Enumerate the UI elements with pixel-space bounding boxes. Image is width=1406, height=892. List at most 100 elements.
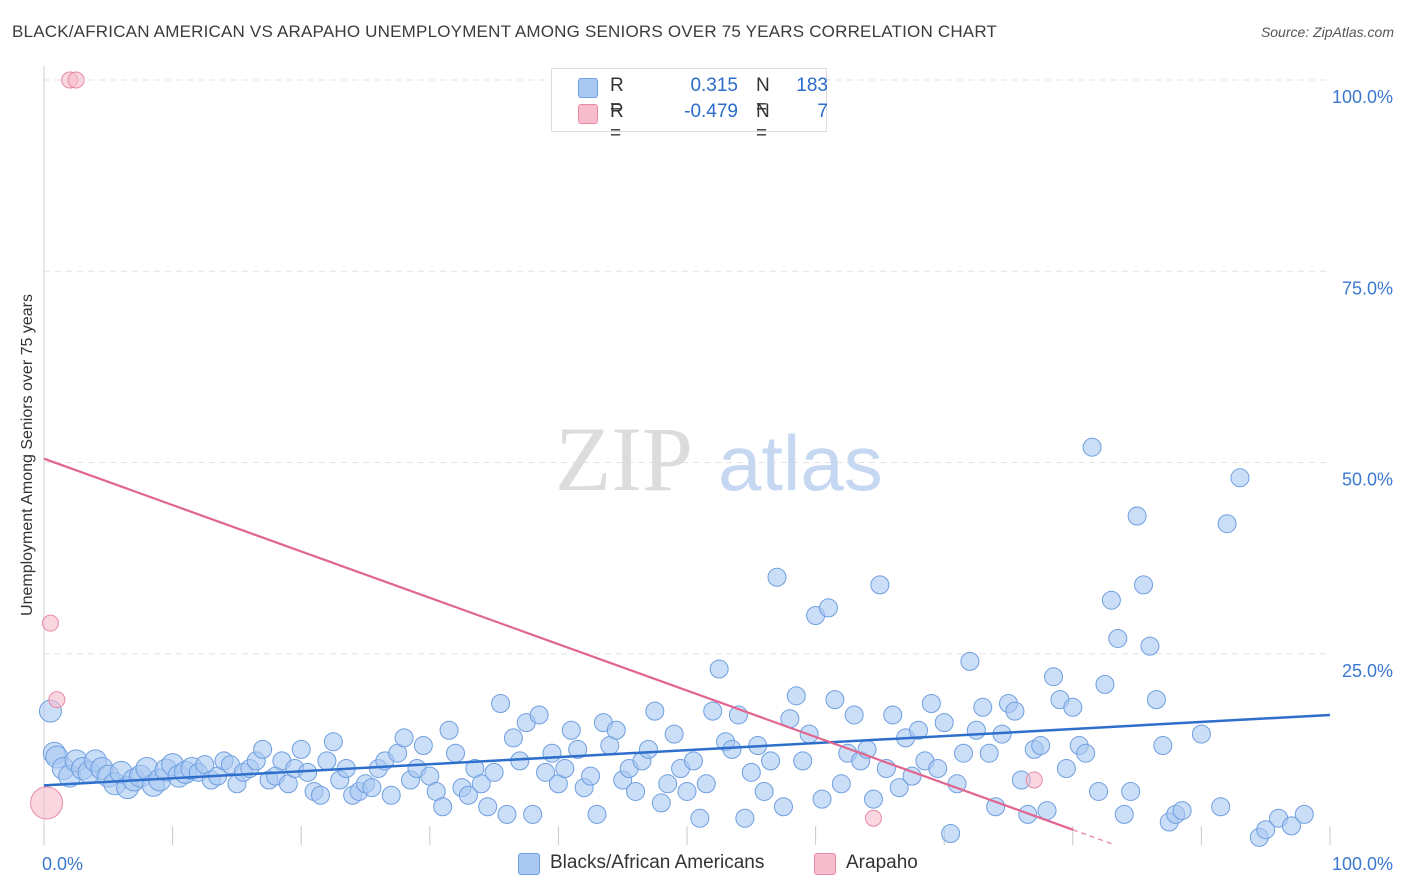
bottom-legend-label-pink: Arapaho [846, 852, 918, 873]
data-point-blue [1172, 801, 1192, 821]
data-point-blue [973, 697, 993, 717]
watermark-atlas: atlas [718, 419, 883, 507]
data-point-blue [812, 789, 832, 809]
data-point-blue [761, 751, 781, 771]
data-point-blue [491, 693, 511, 713]
legend-r-label: R = [610, 101, 624, 144]
x-tick-label: 0.0% [42, 854, 83, 874]
data-point-blue [1063, 697, 1083, 717]
data-point-blue [439, 720, 459, 740]
y-axis-label: Unemployment Among Seniors over 75 years [19, 294, 36, 616]
data-point-blue [1121, 781, 1141, 801]
data-point-blue [323, 732, 343, 752]
data-point-blue [793, 751, 813, 771]
data-point-blue [1108, 628, 1128, 648]
y-tick-label: 25.0% [1342, 661, 1393, 681]
legend-r-value: -0.479 [684, 101, 738, 122]
legend-r-value: 0.315 [690, 75, 738, 96]
trend-line-blue [43, 713, 1331, 787]
tick-labels: 25.0% 50.0% 75.0% 100.0% 0.0% 100.0% [42, 87, 1393, 874]
data-point-blue [1127, 506, 1147, 526]
data-point-blue [561, 720, 581, 740]
data-point-blue [1230, 468, 1250, 488]
data-point-blue [542, 743, 562, 763]
data-point-blue [587, 804, 607, 824]
data-point-blue [1037, 801, 1057, 821]
data-point-pink [67, 71, 85, 89]
data-point-blue [446, 743, 466, 763]
trend-line-pink-extension [1072, 828, 1112, 845]
data-point-blue [291, 739, 311, 759]
data-point-blue [536, 762, 556, 782]
data-point-blue [555, 759, 575, 778]
data-point-blue [1101, 590, 1121, 610]
data-point-blue [696, 774, 716, 794]
legend-r-label: R = [610, 75, 624, 118]
bottom-legend-swatch-blue [518, 853, 540, 875]
blue-series [38, 437, 1314, 847]
data-point-pink [41, 614, 59, 632]
data-point-blue [1153, 736, 1173, 756]
data-point-blue [773, 797, 793, 817]
data-point-blue [568, 739, 588, 759]
data-point-blue [986, 797, 1006, 817]
data-point-blue [928, 759, 948, 778]
data-point-blue [458, 785, 478, 805]
y-tick-label: 50.0% [1342, 470, 1393, 490]
data-point-blue [362, 778, 382, 798]
data-point-blue [523, 804, 543, 824]
data-point-blue [1082, 437, 1102, 457]
data-point-blue [471, 774, 491, 794]
legend-n-value: 7 [817, 101, 828, 122]
data-point-blue [1114, 804, 1134, 824]
legend-n-value: 183 [796, 75, 828, 96]
data-point-blue [953, 743, 973, 763]
data-point-blue [870, 575, 890, 595]
data-point-blue [703, 701, 723, 721]
data-point-blue [503, 728, 523, 748]
data-point-blue [690, 808, 710, 828]
data-point-blue [831, 774, 851, 794]
data-point-blue [1005, 701, 1025, 721]
data-point-blue [934, 713, 954, 733]
data-point-blue [1095, 674, 1115, 694]
data-point-blue [638, 739, 658, 759]
data-point-blue [767, 567, 787, 587]
data-point-blue [581, 766, 601, 786]
data-point-blue [645, 701, 665, 721]
data-point-blue [786, 686, 806, 706]
data-point-blue [1140, 636, 1160, 656]
x-tick-label: 100.0% [1332, 854, 1393, 874]
data-point-blue [677, 781, 697, 801]
data-point-blue [1217, 514, 1237, 534]
data-point-blue [626, 781, 646, 801]
data-point-blue [966, 720, 986, 740]
data-point-blue [317, 751, 337, 771]
data-point-blue [253, 739, 273, 759]
pink-series [30, 71, 1043, 827]
data-point-blue [722, 739, 742, 759]
data-point-blue [606, 720, 626, 740]
data-point-blue [754, 781, 774, 801]
y-tick-label: 100.0% [1332, 87, 1393, 107]
data-point-blue [960, 651, 980, 671]
data-point-blue [908, 720, 928, 740]
data-point-blue [921, 693, 941, 713]
data-point-blue [1031, 736, 1051, 756]
data-point-blue [1146, 690, 1166, 710]
y-tick-label: 75.0% [1342, 278, 1393, 298]
data-point-blue [413, 736, 433, 756]
data-point-blue [683, 751, 703, 771]
data-point-blue [651, 793, 671, 813]
data-point-blue [883, 705, 903, 725]
data-point-blue [902, 766, 922, 786]
data-point-pink [48, 691, 66, 709]
bottom-legend-label-blue: Blacks/African Americans [550, 852, 765, 873]
data-point-blue [941, 824, 961, 844]
data-point-blue [497, 804, 517, 824]
data-point-blue [889, 778, 909, 798]
data-point-blue [844, 705, 864, 725]
legend-swatch-pink [578, 104, 598, 124]
data-point-blue [709, 659, 729, 679]
